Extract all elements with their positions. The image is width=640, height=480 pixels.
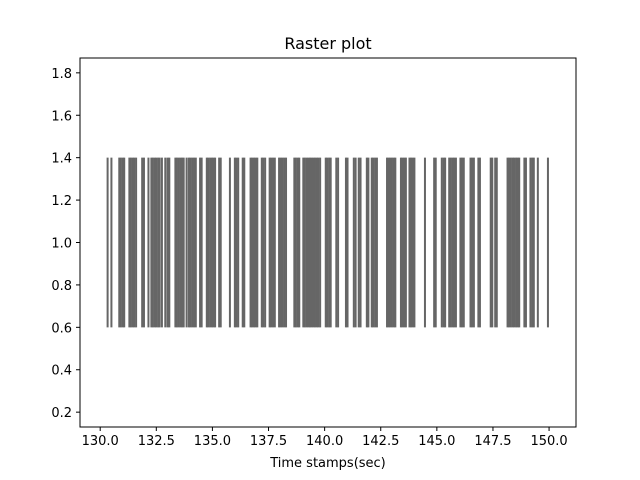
- y-tick-label: 1.6: [51, 109, 72, 124]
- x-tick-label: 135.0: [194, 434, 231, 449]
- x-tick-label: 150.0: [530, 434, 567, 449]
- y-axis: 0.2 0.4 0.6 0.8 1.0 1.2 1.4 1.6 1.8: [51, 67, 80, 421]
- y-tick-label: 0.8: [51, 279, 72, 294]
- x-tick-label: 142.5: [362, 434, 399, 449]
- y-tick-label: 1.4: [51, 152, 72, 167]
- x-tick-label: 130.0: [82, 434, 119, 449]
- x-axis: 130.0 132.5 135.0 137.5 140.0 142.5 145.0 147.5…: [82, 427, 568, 449]
- x-axis-label: Time stamps(sec): [269, 456, 386, 471]
- y-tick-label: 0.4: [51, 364, 72, 379]
- y-tick-label: 1.0: [51, 237, 72, 252]
- x-tick-label: 140.0: [306, 434, 343, 449]
- spike-lines: [106, 157, 549, 328]
- x-tick-label: 147.5: [474, 434, 511, 449]
- y-tick-label: 0.6: [51, 321, 72, 336]
- y-tick-label: 0.2: [51, 406, 72, 421]
- y-tick-label: 1.2: [51, 194, 72, 209]
- x-tick-label: 132.5: [138, 434, 175, 449]
- x-tick-label: 145.0: [418, 434, 455, 449]
- x-tick-label: 137.5: [250, 434, 287, 449]
- y-tick-label: 1.8: [51, 67, 72, 82]
- chart-title: Raster plot: [284, 34, 371, 53]
